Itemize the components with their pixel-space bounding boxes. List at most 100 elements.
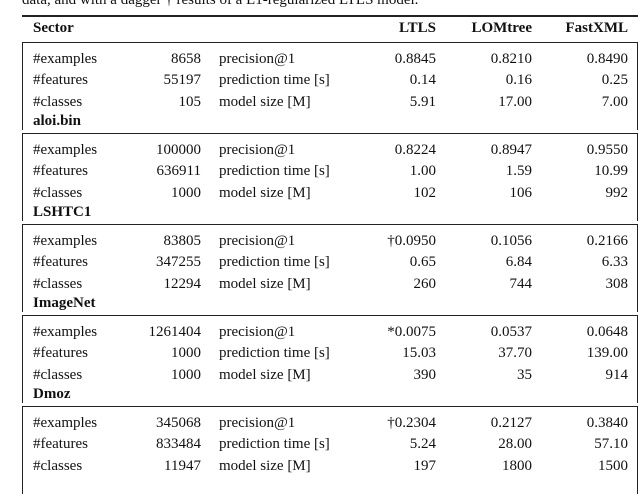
cell: *0.0075 (387, 324, 436, 340)
cell: 0.8490 (586, 51, 628, 67)
cell: 0.25 (601, 72, 628, 89)
block-rule (22, 406, 638, 407)
cell: 6.33 (601, 254, 628, 271)
cell: 0.8224 (394, 142, 436, 158)
cell: 0.3840 (586, 415, 628, 431)
column-header: LTLS (399, 20, 436, 36)
block-border (637, 224, 638, 312)
cell: 35 (517, 366, 532, 383)
cell: 1.00 (409, 163, 436, 180)
cell: †0.2304 (387, 415, 436, 431)
cell: 992 (605, 184, 629, 201)
cell: 636911 (156, 163, 201, 180)
cell: prediction time [s] (219, 345, 330, 362)
cell: 28.00 (498, 436, 532, 453)
block-rule (22, 224, 638, 225)
cell: #classes (33, 275, 83, 292)
cell: #features (33, 72, 88, 89)
block-border (637, 42, 638, 130)
cell: 12294 (163, 275, 202, 292)
cell: 0.8210 (490, 51, 532, 67)
cell: 1.59 (505, 163, 532, 180)
cell: #examples (33, 324, 98, 340)
cell: 15.03 (402, 345, 436, 362)
cell: #features (33, 254, 88, 271)
cell: 0.65 (409, 254, 436, 271)
cell: 345068 (156, 415, 201, 431)
column-header: Sector (33, 20, 74, 36)
cell: model size [M] (219, 93, 311, 110)
dataset-label: ImageNet (33, 295, 96, 311)
cell: 0.0537 (490, 324, 532, 340)
cell: #classes (33, 93, 83, 110)
cell: 1000 (171, 184, 201, 201)
cell: 260 (413, 275, 437, 292)
cell: precision@1 (219, 142, 296, 158)
cell: 102 (413, 184, 437, 201)
block-border (22, 315, 23, 403)
cell: 914 (605, 366, 629, 383)
block-rule (22, 133, 638, 134)
cell: 0.9550 (586, 142, 628, 158)
dataset-label: LSHTC1 (33, 204, 92, 220)
cell: 744 (509, 275, 533, 292)
cell: 7.00 (601, 93, 628, 110)
page: data, and with a dagger † results of a L… (22, 0, 638, 494)
cell: #features (33, 436, 88, 453)
cell: 55197 (163, 72, 202, 89)
cell: 0.2166 (586, 233, 628, 249)
cell: 347255 (156, 254, 201, 271)
cell: #examples (33, 142, 98, 158)
block-border (22, 133, 23, 221)
dataset-label: Dmoz (33, 386, 71, 402)
block-border (22, 224, 23, 312)
cell: prediction time [s] (219, 163, 330, 180)
cell: 106 (509, 184, 533, 201)
cell: model size [M] (219, 366, 311, 383)
cell: #examples (33, 51, 98, 67)
cell: #classes (33, 184, 83, 201)
cell: 1261404 (148, 324, 202, 340)
block-border (637, 315, 638, 403)
cell: 5.24 (409, 436, 436, 453)
cell: 0.14 (409, 72, 436, 89)
column-header: FastXML (565, 20, 629, 36)
cell: 1000 (171, 366, 201, 383)
cell: model size [M] (219, 184, 311, 201)
cell: 37.70 (498, 345, 532, 362)
dataset-label: aloi.bin (33, 113, 81, 129)
cell: 0.16 (505, 72, 532, 89)
block-border (22, 42, 23, 130)
cell: 390 (413, 366, 437, 383)
cell: 0.8947 (490, 142, 532, 158)
cell: #features (33, 345, 88, 362)
column-header: LOMtree (471, 20, 532, 36)
caption-fragment: data, and with a dagger † results of a L… (22, 0, 419, 8)
cell: 139.00 (586, 345, 628, 362)
cell: 0.2127 (490, 415, 532, 431)
cell: precision@1 (219, 324, 296, 340)
cell: 833484 (156, 436, 201, 453)
cell: 57.10 (594, 436, 628, 453)
cell: 8658 (171, 51, 201, 67)
cell: 308 (605, 275, 629, 292)
cell: prediction time [s] (219, 254, 330, 271)
cell: 0.8845 (394, 51, 436, 67)
top-rule (22, 15, 638, 17)
cell: 100000 (156, 142, 201, 158)
block-border (22, 406, 23, 494)
cell: 6.84 (505, 254, 532, 271)
cell: 5.91 (409, 93, 436, 110)
cell: precision@1 (219, 233, 296, 249)
cell: †0.0950 (387, 233, 436, 249)
header-rule (22, 42, 638, 43)
cell: 0.0648 (586, 324, 628, 340)
cell: precision@1 (219, 415, 296, 431)
cell: precision@1 (219, 51, 296, 67)
cell: 1000 (171, 345, 201, 362)
cell: #examples (33, 415, 98, 431)
block-border (637, 133, 638, 221)
cell: 83805 (163, 233, 202, 249)
block-rule (22, 315, 638, 316)
cell: #examples (33, 233, 98, 249)
